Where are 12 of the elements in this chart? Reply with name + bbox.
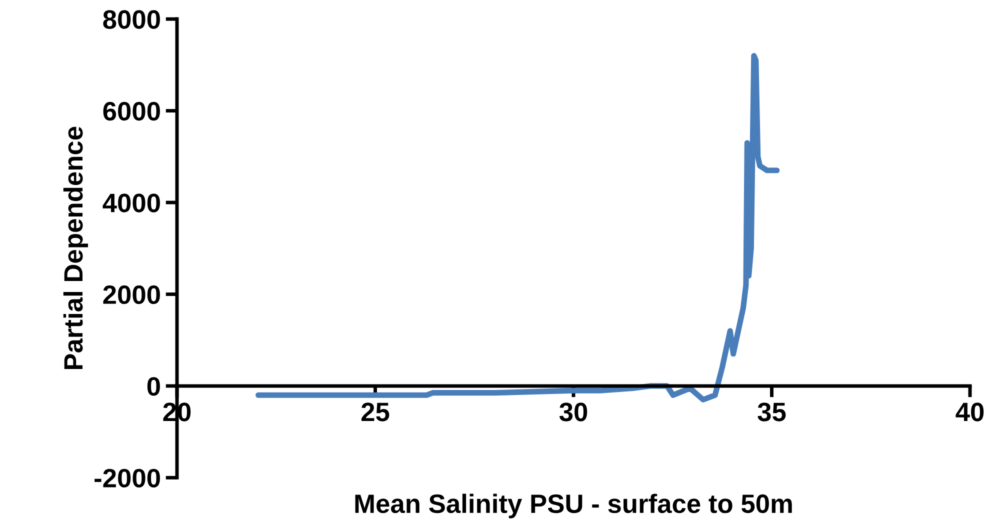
x-axis-title: Mean Salinity PSU - surface to 50m	[355, 494, 792, 518]
y-axis-title: Partial Dependence	[63, 126, 88, 370]
y-tick-label: 2000	[103, 285, 160, 304]
y-tick-label: 6000	[103, 102, 160, 121]
y-tick-label: 0	[147, 377, 160, 396]
x-tick-label: 40	[956, 402, 984, 422]
y-tick-label: 4000	[102, 194, 160, 212]
x-tick-label: 35	[758, 402, 786, 422]
y-tick-label: 8000	[103, 10, 160, 29]
x-tick-label: 25	[361, 402, 390, 422]
x-tick-label: 30	[559, 402, 588, 422]
y-tick-label: -2000	[94, 468, 160, 488]
